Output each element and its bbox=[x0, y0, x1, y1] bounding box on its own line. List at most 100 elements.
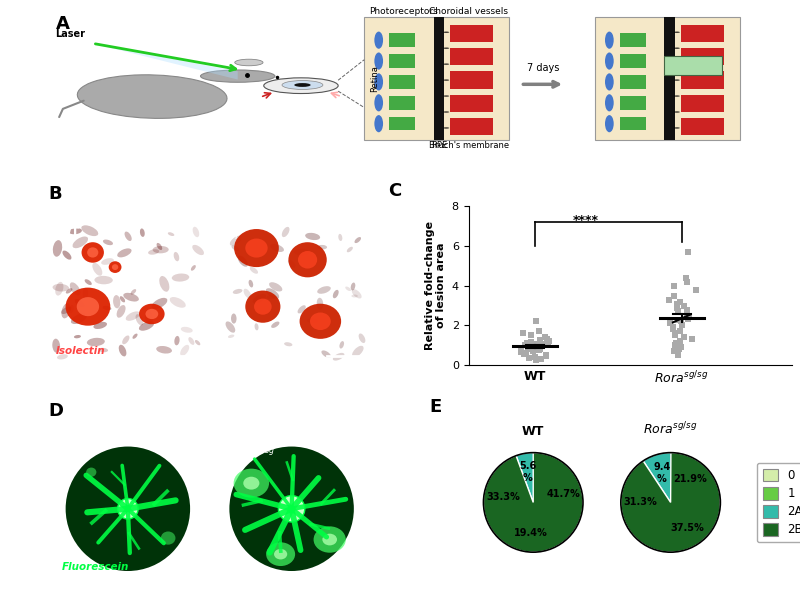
Ellipse shape bbox=[82, 242, 104, 263]
Text: $\mathit{Rora}^{sg/sg}$: $\mathit{Rora}^{sg/sg}$ bbox=[226, 445, 274, 461]
Point bbox=[515, 347, 528, 357]
Ellipse shape bbox=[82, 288, 88, 298]
Point bbox=[534, 335, 546, 345]
Ellipse shape bbox=[264, 78, 338, 94]
Ellipse shape bbox=[52, 338, 60, 353]
Ellipse shape bbox=[122, 335, 130, 344]
Point bbox=[669, 331, 682, 340]
Bar bbox=[595, 17, 740, 140]
Ellipse shape bbox=[288, 260, 295, 268]
Wedge shape bbox=[483, 452, 558, 552]
Ellipse shape bbox=[243, 289, 251, 299]
Point bbox=[672, 307, 685, 316]
Bar bbox=[450, 25, 494, 42]
Point bbox=[520, 338, 533, 348]
Ellipse shape bbox=[605, 73, 614, 91]
Bar bbox=[665, 17, 674, 140]
Point bbox=[520, 349, 533, 358]
Point bbox=[681, 311, 694, 320]
Circle shape bbox=[443, 95, 450, 97]
Ellipse shape bbox=[266, 295, 275, 299]
Point bbox=[682, 314, 694, 324]
Point bbox=[538, 332, 551, 342]
Ellipse shape bbox=[126, 311, 140, 321]
Point bbox=[522, 344, 534, 354]
Ellipse shape bbox=[181, 327, 193, 333]
Point bbox=[522, 341, 534, 350]
Ellipse shape bbox=[118, 345, 126, 356]
Ellipse shape bbox=[253, 294, 266, 304]
Point bbox=[669, 329, 682, 338]
Ellipse shape bbox=[74, 335, 81, 338]
Ellipse shape bbox=[180, 345, 190, 356]
Bar bbox=[681, 25, 724, 42]
Ellipse shape bbox=[71, 313, 87, 324]
Bar bbox=[389, 117, 415, 130]
Text: $\mathit{Rora}^{sg/sg}$: $\mathit{Rora}^{sg/sg}$ bbox=[220, 226, 269, 242]
Point bbox=[676, 320, 689, 330]
Ellipse shape bbox=[168, 232, 174, 236]
Ellipse shape bbox=[246, 290, 281, 323]
Ellipse shape bbox=[605, 52, 614, 70]
Ellipse shape bbox=[174, 252, 179, 261]
Bar bbox=[619, 34, 646, 47]
Bar bbox=[681, 71, 724, 89]
Ellipse shape bbox=[333, 353, 345, 361]
Point bbox=[673, 344, 686, 354]
Text: 7 days: 7 days bbox=[526, 64, 559, 73]
Text: C: C bbox=[388, 182, 401, 200]
Ellipse shape bbox=[86, 467, 96, 477]
Point bbox=[530, 340, 542, 349]
Point bbox=[527, 346, 540, 355]
Text: D: D bbox=[48, 401, 63, 419]
Wedge shape bbox=[621, 452, 719, 544]
Ellipse shape bbox=[282, 227, 290, 237]
Ellipse shape bbox=[605, 115, 614, 132]
Bar bbox=[389, 54, 415, 68]
Ellipse shape bbox=[87, 338, 105, 346]
Ellipse shape bbox=[346, 247, 353, 252]
Ellipse shape bbox=[605, 94, 614, 112]
Point bbox=[534, 355, 547, 364]
Ellipse shape bbox=[269, 282, 282, 292]
Ellipse shape bbox=[145, 310, 153, 324]
Ellipse shape bbox=[94, 276, 113, 284]
Point bbox=[667, 281, 680, 290]
Ellipse shape bbox=[254, 323, 258, 331]
Ellipse shape bbox=[605, 32, 614, 49]
Bar bbox=[450, 71, 494, 89]
Ellipse shape bbox=[172, 274, 190, 281]
Ellipse shape bbox=[310, 313, 330, 330]
Ellipse shape bbox=[157, 243, 162, 250]
Ellipse shape bbox=[243, 477, 259, 490]
Ellipse shape bbox=[130, 289, 136, 295]
Ellipse shape bbox=[226, 322, 235, 333]
Text: Fluorescein: Fluorescein bbox=[62, 562, 130, 572]
Y-axis label: Relative fold-change
of lesion area: Relative fold-change of lesion area bbox=[425, 221, 446, 350]
Ellipse shape bbox=[270, 244, 284, 252]
Point bbox=[526, 346, 539, 356]
Wedge shape bbox=[502, 452, 583, 552]
Ellipse shape bbox=[350, 283, 355, 290]
Ellipse shape bbox=[77, 297, 99, 316]
Ellipse shape bbox=[322, 533, 337, 545]
Ellipse shape bbox=[314, 526, 346, 553]
Text: 5.6
%: 5.6 % bbox=[519, 461, 537, 483]
Point bbox=[522, 338, 535, 348]
Ellipse shape bbox=[294, 83, 310, 87]
Point bbox=[674, 326, 686, 336]
Ellipse shape bbox=[174, 336, 179, 346]
Ellipse shape bbox=[322, 350, 331, 358]
Point bbox=[675, 317, 688, 326]
Ellipse shape bbox=[69, 305, 74, 313]
Ellipse shape bbox=[282, 80, 323, 89]
Circle shape bbox=[118, 499, 138, 519]
Bar bbox=[681, 48, 724, 65]
Ellipse shape bbox=[228, 335, 234, 338]
Ellipse shape bbox=[193, 227, 199, 237]
Point bbox=[663, 319, 676, 328]
Point bbox=[674, 337, 687, 346]
Ellipse shape bbox=[133, 334, 138, 339]
Text: 33.3%: 33.3% bbox=[486, 492, 520, 502]
Point bbox=[678, 332, 690, 342]
